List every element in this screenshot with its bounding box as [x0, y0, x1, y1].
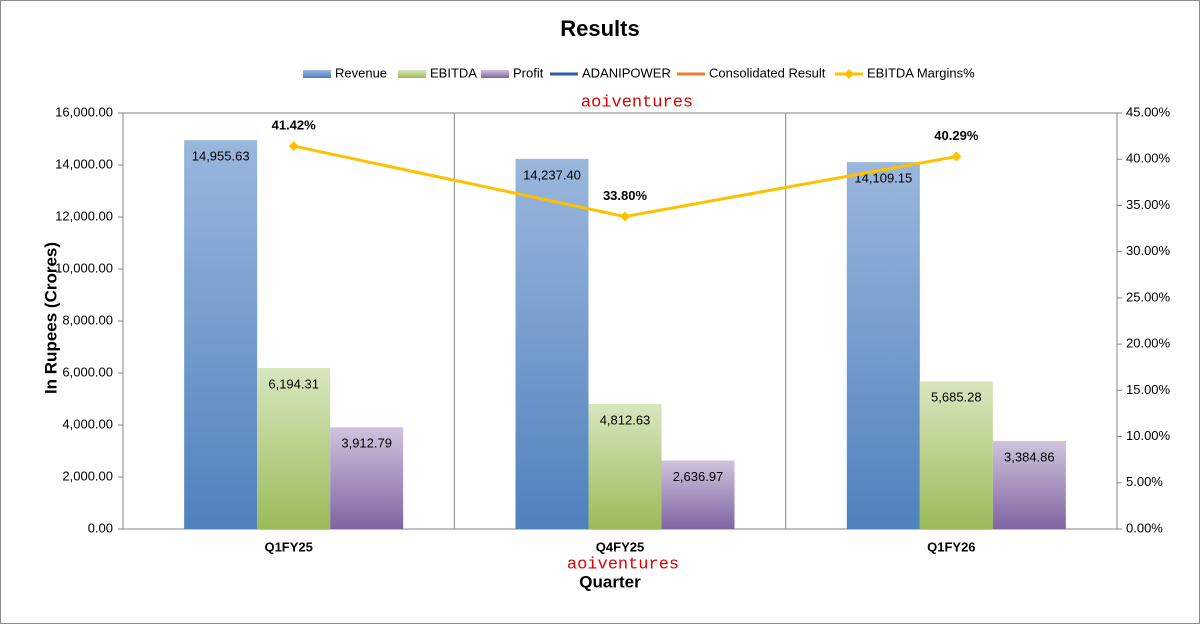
bar-value-label: 4,812.63	[600, 412, 651, 427]
bar	[515, 158, 589, 529]
bar-value-label: 14,237.40	[523, 167, 581, 182]
y-tick-label: 0.00	[88, 520, 113, 535]
bar	[257, 367, 331, 529]
chart-title: Results	[560, 16, 639, 41]
bar	[992, 440, 1066, 529]
y2-tick-label: 30.00%	[1126, 243, 1171, 258]
y-axis-label: In Rupees (Crores)	[41, 242, 60, 394]
x-tick-label: Q1FY26	[927, 539, 975, 554]
bar	[330, 427, 404, 529]
legend-swatch	[481, 70, 509, 78]
y2-tick-label: 20.00%	[1126, 336, 1171, 351]
watermark: aoiventures	[581, 93, 693, 112]
y-tick-label: 16,000.00	[55, 104, 113, 119]
y-tick-label: 12,000.00	[55, 208, 113, 223]
bar	[919, 381, 993, 529]
bar-value-label: 3,912.79	[341, 436, 392, 451]
y-tick-label: 2,000.00	[62, 468, 113, 483]
legend-label: Profit	[513, 65, 544, 80]
y2-tick-label: 40.00%	[1126, 151, 1171, 166]
line-value-label: 40.29%	[934, 128, 979, 143]
legend-marker	[844, 69, 854, 79]
line-value-label: 41.42%	[272, 118, 317, 133]
bar	[588, 403, 662, 529]
y2-tick-label: 5.00%	[1126, 474, 1163, 489]
bar-value-label: 14,109.15	[854, 171, 912, 186]
y-tick-label: 6,000.00	[62, 364, 113, 379]
y-tick-label: 8,000.00	[62, 312, 113, 327]
y-tick-label: 4,000.00	[62, 416, 113, 431]
legend-swatch	[398, 70, 426, 78]
line-marker	[620, 211, 630, 222]
bar	[184, 140, 258, 529]
bar-value-label: 5,685.28	[931, 390, 982, 405]
y2-tick-label: 25.00%	[1126, 289, 1171, 304]
y2-tick-label: 35.00%	[1126, 197, 1171, 212]
bar	[846, 162, 920, 529]
x-axis-label: Quarter	[579, 572, 641, 591]
legend-swatch	[303, 70, 331, 78]
bar-value-label: 6,194.31	[268, 376, 319, 391]
y-tick-label: 14,000.00	[55, 156, 113, 171]
y2-tick-label: 10.00%	[1126, 428, 1171, 443]
legend-label: ADANIPOWER	[582, 65, 671, 80]
watermark: aoiventures	[567, 555, 679, 574]
line-marker	[288, 141, 299, 152]
y2-tick-label: 0.00%	[1126, 520, 1163, 535]
bar-value-label: 14,955.63	[192, 149, 250, 164]
legend-label: EBITDA	[430, 65, 477, 80]
legend-label: Revenue	[335, 65, 387, 80]
y-tick-label: 10,000.00	[55, 260, 113, 275]
bar-value-label: 2,636.97	[673, 469, 724, 484]
x-tick-label: Q1FY25	[264, 539, 312, 554]
x-tick-label: Q4FY25	[596, 539, 644, 554]
y2-tick-label: 15.00%	[1126, 382, 1171, 397]
y2-tick-label: 45.00%	[1126, 104, 1171, 119]
legend-label: EBITDA Margins%	[867, 65, 975, 80]
legend-label: Consolidated Result	[709, 65, 826, 80]
line-value-label: 33.80%	[603, 188, 648, 203]
bar-value-label: 3,384.86	[1004, 449, 1055, 464]
line-marker	[951, 151, 962, 162]
bar	[661, 460, 735, 529]
